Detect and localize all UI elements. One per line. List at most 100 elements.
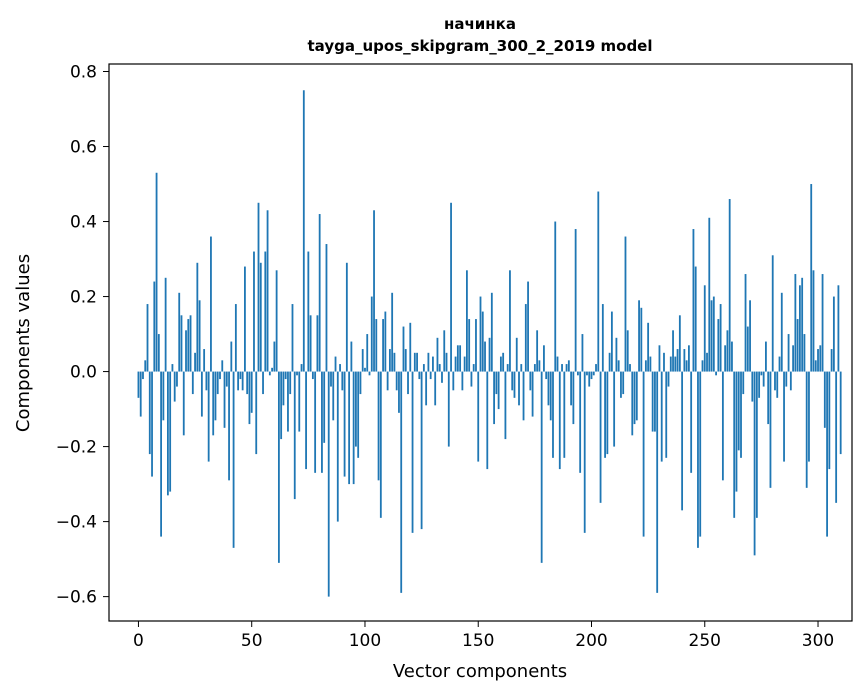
bar — [388, 349, 391, 372]
bar — [509, 270, 511, 372]
bar — [531, 371, 534, 417]
bar — [151, 371, 153, 477]
bar — [502, 352, 505, 372]
chart-title: начинка — [444, 15, 516, 33]
bar — [823, 371, 826, 428]
bar — [479, 296, 482, 372]
bar — [495, 371, 498, 395]
bar — [348, 371, 351, 485]
bar — [166, 371, 169, 496]
bar — [694, 266, 697, 372]
bar — [266, 210, 269, 372]
bar — [776, 371, 779, 398]
bar — [708, 217, 711, 372]
bar — [309, 315, 312, 372]
y-tick-label: 0.0 — [70, 363, 97, 383]
bar — [588, 371, 591, 387]
bar — [746, 326, 749, 372]
bar — [171, 364, 174, 372]
bar — [835, 371, 838, 503]
bar — [450, 202, 452, 372]
bar — [837, 285, 840, 372]
bar — [554, 221, 557, 372]
bar — [724, 345, 727, 372]
bar — [499, 356, 502, 372]
bar — [529, 371, 532, 391]
bar — [268, 371, 271, 376]
bar — [169, 371, 172, 492]
bar — [350, 341, 353, 372]
bar — [293, 371, 296, 500]
bar — [647, 322, 650, 372]
bar — [352, 371, 355, 485]
bar — [712, 296, 715, 372]
bar — [642, 371, 645, 537]
bar — [178, 292, 181, 372]
bar — [744, 274, 747, 372]
bar — [549, 371, 552, 421]
bar — [574, 229, 577, 372]
bar — [488, 337, 491, 372]
bar — [420, 371, 423, 530]
y-axis: −0.6 −0.4 −0.2 0.0 0.2 0.4 0.6 0.8 — [56, 63, 109, 608]
x-tick-label: 50 — [241, 631, 263, 651]
bar — [443, 330, 446, 372]
bar — [282, 371, 285, 406]
bar — [828, 371, 831, 470]
plot-frame — [108, 63, 853, 622]
bar — [316, 315, 319, 372]
bar — [237, 371, 240, 391]
bar — [429, 371, 432, 380]
bar — [370, 296, 373, 372]
bar — [407, 371, 409, 395]
bar — [740, 371, 742, 458]
bar — [780, 292, 783, 372]
bar — [373, 210, 375, 372]
bar — [475, 319, 477, 372]
bar — [644, 360, 647, 372]
bar — [280, 371, 283, 440]
bar — [511, 371, 514, 391]
bar — [219, 371, 221, 380]
bar — [232, 371, 235, 548]
bar — [144, 360, 147, 372]
bar — [418, 371, 421, 380]
bar — [225, 371, 228, 387]
bar — [246, 371, 249, 395]
bar — [678, 315, 681, 372]
bar — [631, 371, 634, 436]
bar — [493, 371, 495, 425]
bar — [789, 371, 792, 391]
bar — [189, 315, 192, 372]
bar — [706, 352, 708, 372]
bar — [391, 292, 394, 372]
bar — [434, 371, 437, 406]
bar — [719, 304, 722, 372]
bar — [339, 364, 341, 372]
bar — [651, 371, 654, 432]
bar — [445, 352, 448, 372]
bar — [518, 371, 520, 406]
bar — [543, 345, 545, 372]
bar — [545, 371, 548, 380]
bar — [400, 371, 403, 593]
bar — [669, 356, 672, 372]
y-axis-label: Components values — [13, 254, 34, 432]
bar — [441, 371, 443, 383]
bar — [765, 341, 767, 372]
bar — [384, 311, 387, 372]
bar — [522, 371, 525, 421]
bar — [262, 371, 264, 395]
bar — [477, 371, 480, 462]
bar — [486, 371, 489, 470]
bar — [289, 371, 292, 395]
bar — [176, 371, 178, 387]
bar — [622, 371, 625, 395]
y-tick-label: −0.2 — [56, 438, 97, 458]
y-tick-label: 0.6 — [70, 138, 97, 158]
bar — [210, 236, 212, 372]
bar — [552, 371, 554, 458]
bar — [379, 371, 382, 518]
bar — [361, 349, 364, 372]
